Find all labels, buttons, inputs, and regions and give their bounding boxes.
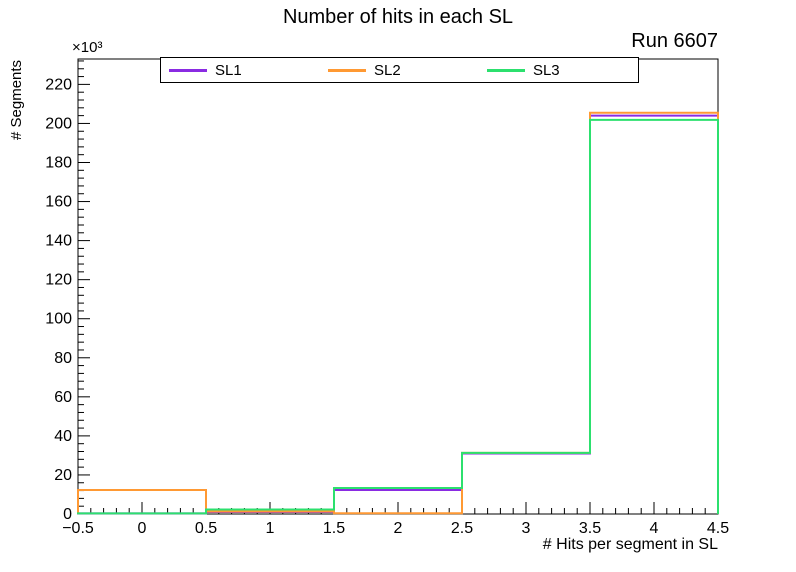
legend-entry-sl1: SL1 bbox=[161, 62, 320, 79]
legend-entry-sl3: SL3 bbox=[479, 62, 638, 79]
y-tick-label: 80 bbox=[54, 350, 72, 367]
x-tick-label: 1.5 bbox=[323, 520, 345, 537]
y-tick-label: 20 bbox=[54, 467, 72, 484]
legend-line-sample-sl3 bbox=[486, 68, 525, 72]
run-label: Run 6607 bbox=[631, 30, 718, 52]
x-tick-label: −0.5 bbox=[62, 520, 94, 537]
series-line-sl1 bbox=[77, 114, 719, 515]
series-line-sl3 bbox=[77, 118, 719, 515]
y-tick-label: 160 bbox=[45, 194, 72, 211]
y-tick-label: 40 bbox=[54, 428, 72, 445]
legend-label-sl2: SL2 bbox=[373, 61, 401, 79]
plot-frame bbox=[77, 58, 719, 515]
x-tick-label: 0 bbox=[138, 520, 147, 537]
y-tick-label: 120 bbox=[45, 272, 72, 289]
x-tick-label: 3 bbox=[522, 520, 531, 537]
y-axis-title: # Segments bbox=[8, 59, 25, 140]
x-tick-label: 2.5 bbox=[451, 520, 473, 537]
legend-line-sample-sl1 bbox=[169, 68, 207, 72]
series-line-sl2 bbox=[77, 111, 719, 515]
y-tick-label: 180 bbox=[45, 154, 72, 171]
x-tick-label: 3.5 bbox=[579, 520, 601, 537]
y-tick-label: 220 bbox=[45, 76, 72, 93]
chart-title: Number of hits in each SL bbox=[282, 6, 514, 28]
legend-label-sl1: SL1 bbox=[215, 61, 242, 79]
x-tick-label: 1 bbox=[266, 520, 275, 537]
legend: SL1 SL2 SL3 bbox=[160, 57, 639, 83]
x-tick-label: 4.5 bbox=[707, 520, 729, 537]
x-tick-label: 0.5 bbox=[195, 520, 217, 537]
legend-line-sample-sl2 bbox=[327, 68, 366, 72]
x-tick-label: 4 bbox=[650, 520, 659, 537]
y-tick-label: 0 bbox=[63, 506, 72, 523]
y-tick-label: 100 bbox=[45, 311, 72, 328]
y-tick-label: 60 bbox=[54, 389, 72, 406]
x-axis-title: # Hits per segment in SL bbox=[542, 536, 718, 553]
y-tick-label: 200 bbox=[45, 115, 72, 132]
legend-entry-sl2: SL2 bbox=[320, 62, 479, 79]
y-tick-label: 140 bbox=[45, 233, 72, 250]
y-axis-multiplier: ×10³ bbox=[72, 39, 103, 56]
legend-label-sl3: SL3 bbox=[532, 61, 560, 79]
x-tick-label: 2 bbox=[394, 520, 403, 537]
